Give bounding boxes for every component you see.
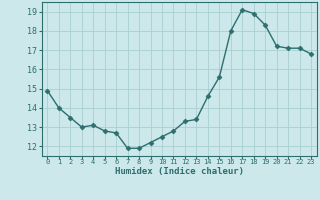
X-axis label: Humidex (Indice chaleur): Humidex (Indice chaleur): [115, 167, 244, 176]
